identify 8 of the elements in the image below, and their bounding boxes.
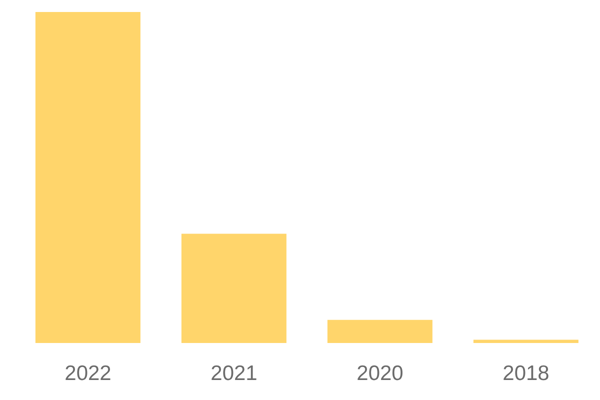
bar (35, 12, 140, 343)
x-tick-label: 2018 (502, 362, 550, 385)
x-tick-label: 2021 (210, 362, 258, 385)
bar (327, 320, 432, 343)
bar (181, 234, 286, 343)
x-tick-label: 2022 (64, 362, 112, 385)
x-tick-label: 2020 (356, 362, 404, 385)
bar (473, 340, 578, 343)
